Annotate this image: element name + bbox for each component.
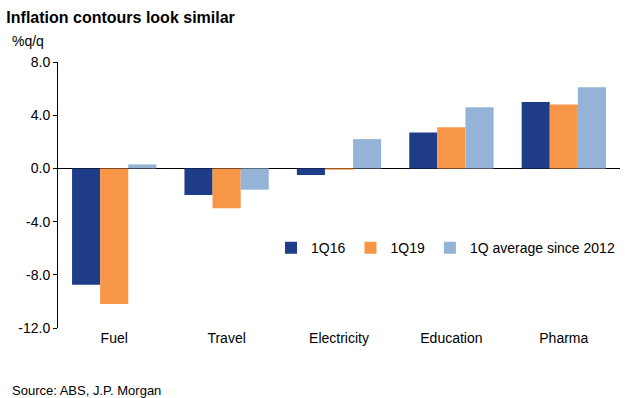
- svg-text:-8.0: -8.0: [26, 267, 50, 283]
- svg-text:Fuel: Fuel: [101, 330, 128, 346]
- svg-text:Inflation contours look simila: Inflation contours look similar: [6, 9, 234, 26]
- svg-text:1Q average since 2012: 1Q average since 2012: [470, 240, 615, 256]
- svg-text:%q/q: %q/q: [12, 33, 44, 49]
- svg-text:Electricity: Electricity: [309, 330, 369, 346]
- svg-text:0.0: 0.0: [31, 160, 51, 176]
- svg-text:-12.0: -12.0: [18, 320, 50, 336]
- svg-text:8.0: 8.0: [31, 54, 51, 70]
- svg-text:Education: Education: [420, 330, 482, 346]
- svg-text:1Q16: 1Q16: [311, 240, 345, 256]
- svg-text:Pharma: Pharma: [539, 330, 588, 346]
- svg-text:1Q19: 1Q19: [390, 240, 424, 256]
- svg-text:-4.0: -4.0: [26, 214, 50, 230]
- svg-text:4.0: 4.0: [31, 107, 51, 123]
- svg-text:Travel: Travel: [207, 330, 245, 346]
- svg-text:Source: ABS, J.P. Morgan: Source: ABS, J.P. Morgan: [12, 383, 161, 398]
